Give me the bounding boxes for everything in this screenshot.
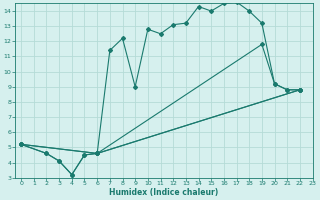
- X-axis label: Humidex (Indice chaleur): Humidex (Indice chaleur): [109, 188, 218, 197]
